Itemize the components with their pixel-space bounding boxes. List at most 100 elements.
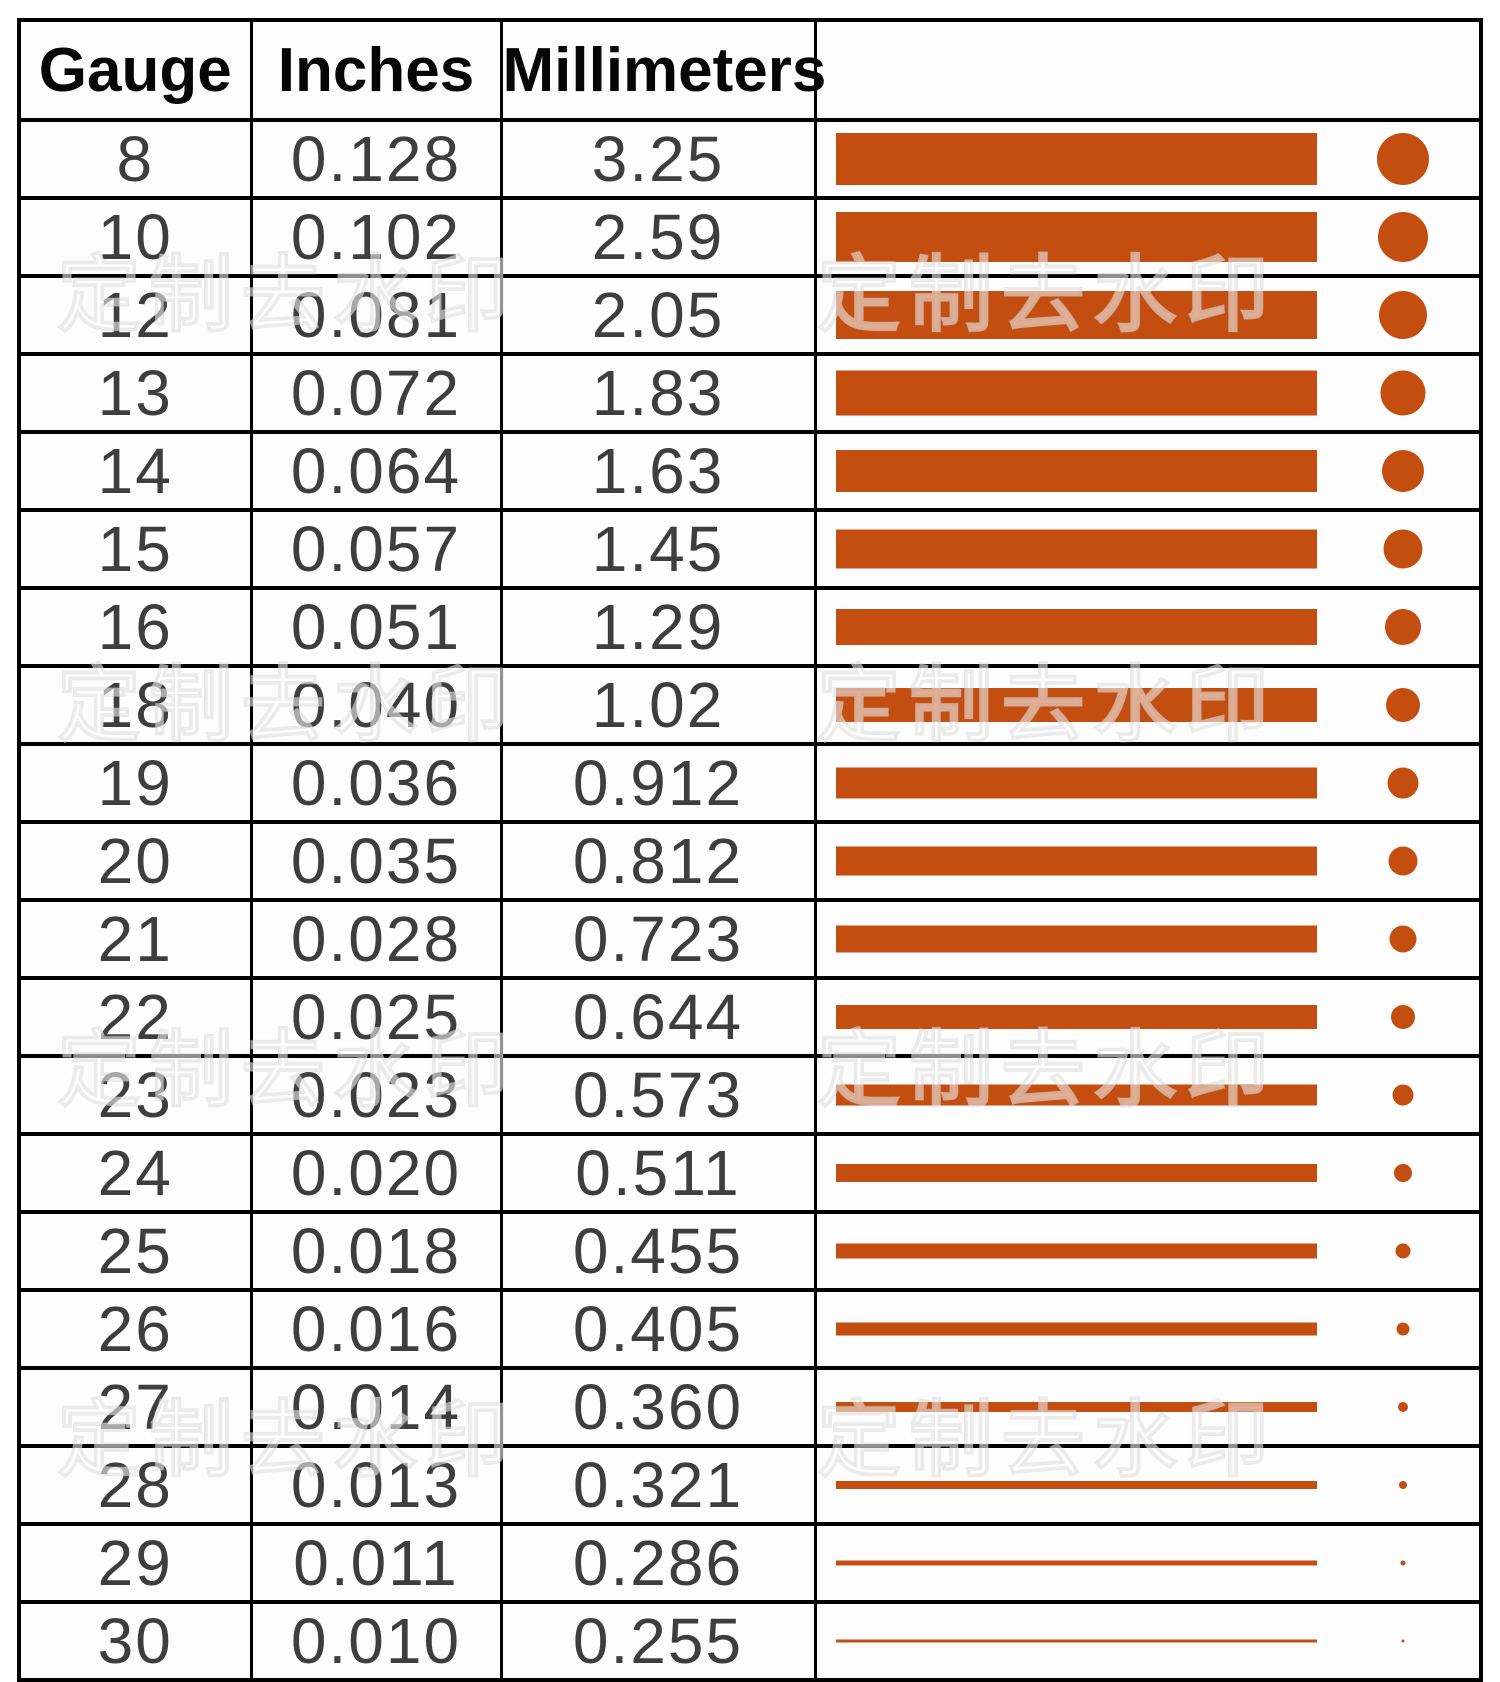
table-row: 28 0.013 0.321 bbox=[17, 1444, 1483, 1526]
inches-value: 0.051 bbox=[249, 586, 503, 668]
gauge-value: 28 bbox=[17, 1444, 253, 1526]
millimeters-value: 0.286 bbox=[499, 1522, 817, 1604]
wire-thickness-bar bbox=[836, 925, 1317, 953]
gauge-value: 27 bbox=[17, 1366, 253, 1448]
table-row: 21 0.028 0.723 bbox=[17, 898, 1483, 980]
wire-thickness-bar bbox=[836, 1164, 1317, 1182]
wire-thickness-bar bbox=[836, 291, 1317, 339]
inches-value: 0.035 bbox=[249, 820, 503, 902]
wire-size-visual-cell bbox=[813, 664, 1483, 746]
millimeters-value: 0.912 bbox=[499, 742, 817, 824]
wire-thickness-bar bbox=[836, 1243, 1317, 1259]
table-header: Gauge Inches Millimeters bbox=[17, 18, 1483, 122]
wire-thickness-bar bbox=[836, 370, 1317, 416]
gauge-value: 26 bbox=[17, 1288, 253, 1370]
wire-size-visual-cell bbox=[813, 1210, 1483, 1292]
wire-diameter-dot bbox=[1395, 1243, 1411, 1259]
inches-value: 0.057 bbox=[249, 508, 503, 590]
gauge-value: 13 bbox=[17, 352, 253, 434]
inches-value: 0.011 bbox=[249, 1522, 503, 1604]
inches-value: 0.036 bbox=[249, 742, 503, 824]
millimeters-value: 2.59 bbox=[499, 196, 817, 278]
millimeters-value: 1.02 bbox=[499, 664, 817, 746]
gauge-value: 15 bbox=[17, 508, 253, 590]
wire-diameter-dot bbox=[1377, 212, 1428, 262]
wire-size-visual-cell bbox=[813, 352, 1483, 434]
wire-diameter-dot bbox=[1376, 133, 1429, 185]
wire-diameter-dot bbox=[1385, 688, 1420, 722]
wire-size-visual-cell bbox=[813, 586, 1483, 668]
wire-size-visual-cell bbox=[813, 820, 1483, 902]
inches-value: 0.081 bbox=[249, 274, 503, 356]
millimeters-value: 0.573 bbox=[499, 1054, 817, 1136]
wire-diameter-dot bbox=[1392, 1084, 1414, 1106]
wire-diameter-dot bbox=[1390, 1005, 1415, 1029]
table-row: 18 0.040 1.02 bbox=[17, 664, 1483, 746]
wire-thickness-bar bbox=[836, 1639, 1317, 1643]
table-row: 22 0.025 0.644 bbox=[17, 976, 1483, 1058]
gauge-value: 16 bbox=[17, 586, 253, 668]
wire-diameter-dot bbox=[1388, 846, 1418, 876]
wire-diameter-dot bbox=[1378, 291, 1427, 339]
table-row: 30 0.010 0.255 bbox=[17, 1600, 1483, 1682]
table-row: 16 0.051 1.29 bbox=[17, 586, 1483, 668]
gauge-value: 8 bbox=[17, 118, 253, 200]
wire-diameter-dot bbox=[1384, 609, 1421, 645]
wire-size-visual-cell bbox=[813, 1288, 1483, 1370]
millimeters-value: 2.05 bbox=[499, 274, 817, 356]
millimeters-value: 0.360 bbox=[499, 1366, 817, 1448]
gauge-value: 10 bbox=[17, 196, 253, 278]
wire-thickness-bar bbox=[836, 1084, 1317, 1106]
gauge-value: 21 bbox=[17, 898, 253, 980]
wire-thickness-bar bbox=[836, 1481, 1317, 1489]
gauge-value: 24 bbox=[17, 1132, 253, 1214]
inches-value: 0.025 bbox=[249, 976, 503, 1058]
header-row: Gauge Inches Millimeters bbox=[17, 18, 1483, 122]
table-row: 19 0.036 0.912 bbox=[17, 742, 1483, 824]
wire-thickness-bar bbox=[836, 688, 1317, 722]
gauge-value: 19 bbox=[17, 742, 253, 824]
wire-thickness-bar bbox=[836, 529, 1317, 569]
column-header-millimeters: Millimeters bbox=[499, 18, 826, 122]
gauge-value: 25 bbox=[17, 1210, 253, 1292]
millimeters-value: 1.29 bbox=[499, 586, 817, 668]
inches-value: 0.072 bbox=[249, 352, 503, 434]
wire-thickness-bar bbox=[836, 212, 1317, 262]
wire-thickness-bar bbox=[836, 767, 1317, 799]
inches-value: 0.014 bbox=[249, 1366, 503, 1448]
gauge-value: 23 bbox=[17, 1054, 253, 1136]
millimeters-value: 0.812 bbox=[499, 820, 817, 902]
gauge-value: 12 bbox=[17, 274, 253, 356]
column-header-visual bbox=[813, 18, 1483, 122]
wire-diameter-dot bbox=[1393, 1164, 1412, 1182]
wire-size-visual-cell bbox=[813, 1600, 1483, 1682]
gauge-value: 14 bbox=[17, 430, 253, 512]
inches-value: 0.013 bbox=[249, 1444, 503, 1526]
wire-diameter-dot bbox=[1381, 450, 1424, 492]
column-header-gauge: Gauge bbox=[17, 18, 253, 122]
wire-size-visual-cell bbox=[813, 508, 1483, 590]
wire-diameter-dot bbox=[1387, 767, 1419, 799]
wire-thickness-bar bbox=[836, 846, 1317, 876]
inches-value: 0.020 bbox=[249, 1132, 503, 1214]
column-header-inches: Inches bbox=[249, 18, 503, 122]
wire-thickness-bar bbox=[836, 609, 1317, 645]
inches-value: 0.128 bbox=[249, 118, 503, 200]
gauge-value: 18 bbox=[17, 664, 253, 746]
table-row: 29 0.011 0.286 bbox=[17, 1522, 1483, 1604]
table-row: 15 0.057 1.45 bbox=[17, 508, 1483, 590]
wire-diameter-dot bbox=[1383, 529, 1423, 569]
wire-size-visual-cell bbox=[813, 976, 1483, 1058]
inches-value: 0.028 bbox=[249, 898, 503, 980]
millimeters-value: 0.511 bbox=[499, 1132, 817, 1214]
wire-thickness-bar bbox=[836, 133, 1317, 185]
gauge-value: 30 bbox=[17, 1600, 253, 1682]
millimeters-value: 0.723 bbox=[499, 898, 817, 980]
wire-thickness-bar bbox=[836, 1005, 1317, 1029]
wire-diameter-dot bbox=[1396, 1322, 1410, 1336]
inches-value: 0.040 bbox=[249, 664, 503, 746]
inches-value: 0.010 bbox=[249, 1600, 503, 1682]
wire-size-visual-cell bbox=[813, 1444, 1483, 1526]
wire-size-visual-cell bbox=[813, 274, 1483, 356]
millimeters-value: 1.63 bbox=[499, 430, 817, 512]
